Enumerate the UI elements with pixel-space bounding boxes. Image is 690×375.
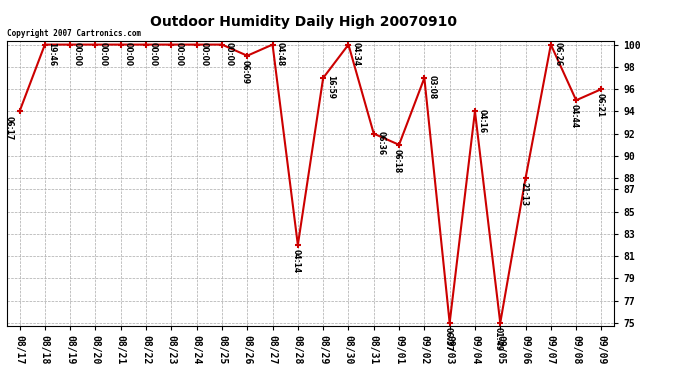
Text: 01:49: 01:49 xyxy=(494,327,503,351)
Text: 00:00: 00:00 xyxy=(199,42,208,66)
Text: 16:59: 16:59 xyxy=(326,75,335,99)
Text: 00:00: 00:00 xyxy=(124,42,132,66)
Text: 06:09: 06:09 xyxy=(241,60,250,84)
Text: 00:00: 00:00 xyxy=(149,42,158,66)
Text: 04:16: 04:16 xyxy=(477,109,486,133)
Text: Outdoor Humidity Daily High 20070910: Outdoor Humidity Daily High 20070910 xyxy=(150,15,457,29)
Text: 04:14: 04:14 xyxy=(292,249,301,273)
Text: 06:36: 06:36 xyxy=(377,131,386,155)
Text: 00:00: 00:00 xyxy=(174,42,183,66)
Text: 19:46: 19:46 xyxy=(48,42,57,66)
Text: 00:00: 00:00 xyxy=(73,42,82,66)
Text: 06:37: 06:37 xyxy=(444,327,453,351)
Text: 03:08: 03:08 xyxy=(427,75,436,99)
Text: 06:26: 06:26 xyxy=(553,42,562,66)
Text: Copyright 2007 Cartronics.com: Copyright 2007 Cartronics.com xyxy=(7,29,141,38)
Text: 21:13: 21:13 xyxy=(520,182,529,207)
Text: 06:17: 06:17 xyxy=(5,116,14,140)
Text: 06:18: 06:18 xyxy=(393,149,402,173)
Text: 06:21: 06:21 xyxy=(595,93,604,117)
Text: 04:48: 04:48 xyxy=(275,42,284,66)
Text: 04:34: 04:34 xyxy=(351,42,360,66)
Text: 00:00: 00:00 xyxy=(225,42,234,66)
Text: 04:44: 04:44 xyxy=(570,104,579,129)
Text: 00:00: 00:00 xyxy=(98,42,107,66)
